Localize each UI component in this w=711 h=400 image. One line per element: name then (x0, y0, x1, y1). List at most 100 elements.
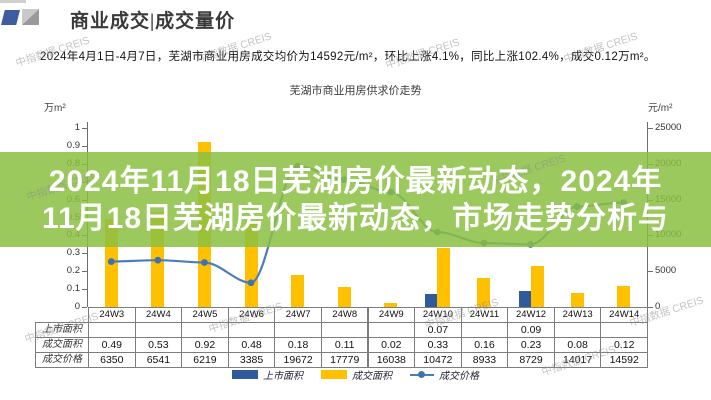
right-axis-tick-label: 25000 (655, 122, 682, 133)
table-cell: 0.02 (367, 337, 416, 353)
legend-swatch-2 (321, 370, 347, 379)
summary-text: 2024年4月1日-4月7日，芜湖市商业用房成交均价为14592元/m²，环比上… (40, 51, 656, 63)
legend-item-1: 上市面积 (232, 367, 303, 382)
table-cell: 10472 (414, 352, 462, 368)
table-cell: 0.92 (181, 337, 229, 353)
sold-area-bar (477, 278, 491, 307)
edge-artifact-strip (0, 0, 26, 3)
table-row-label: 上市面积 (35, 322, 89, 338)
table-row-label: 成交价格 (35, 352, 89, 368)
table-cell: 0.07 (414, 322, 462, 338)
table-cell (274, 322, 322, 338)
right-axis-tick (648, 307, 653, 308)
overlay-line2: 11月18日芜湖房价最新动态，市场走势分析与 (41, 201, 670, 235)
right-axis-unit-label: 元/m² (648, 103, 673, 114)
right-axis-tick (648, 271, 653, 273)
sold-area-bar (384, 303, 398, 307)
table-cell: 16038 (367, 352, 416, 368)
table-cell: 0.53 (134, 337, 183, 353)
legend-label: 成交价格 (439, 371, 479, 382)
table-cell (460, 322, 509, 338)
left-axis-tick (82, 271, 87, 273)
table-cell (181, 322, 229, 338)
legend-swatch-1 (232, 370, 258, 379)
table-cell: 8729 (507, 352, 555, 368)
table-header-cell: 24W13 (553, 307, 602, 323)
sold-area-bar (437, 247, 451, 307)
table-cell: 6219 (181, 352, 229, 368)
listed-area-bar (518, 290, 531, 307)
overlay-line1: 2024年11月18日芜湖房价最新动态，2024年 (48, 164, 663, 198)
table-header-cell: 24W14 (600, 307, 648, 323)
left-axis-tick-label: 0.9 (66, 139, 80, 151)
listed-area-bar (425, 294, 438, 307)
legend-label: 成交面积 (352, 371, 392, 382)
table-cell: 0.16 (460, 337, 509, 353)
chart-title: 芜湖市商业用房供求价走势 (289, 85, 422, 97)
table-header-cell: 24W12 (507, 307, 555, 323)
table-cell: 14592 (600, 352, 648, 368)
table-header-cell: 24W3 (88, 307, 136, 323)
table-cell (134, 322, 183, 338)
table-cell (600, 322, 648, 338)
table-header-cell: 24W10 (414, 307, 462, 323)
table-header-cell: 24W4 (134, 307, 183, 323)
sold-area-bar (337, 287, 351, 307)
left-axis-tick-label: 0.2 (66, 265, 80, 277)
sold-area-bar (291, 274, 305, 307)
left-axis-tick-label: 0 (74, 301, 80, 312)
table-row-label: 成交面积 (35, 337, 89, 353)
left-axis-tick-label: 1 (74, 122, 80, 133)
logo-blue-shape (1, 10, 20, 25)
table-header-cell: 24W9 (367, 307, 416, 323)
table-cell: 6350 (88, 352, 136, 368)
chart-legend: 上市面积 成交面积 成交价格 (0, 367, 711, 382)
table-cell (553, 322, 602, 338)
table-header-cell: 24W11 (460, 307, 509, 323)
table-header-cell: 24W5 (181, 307, 229, 323)
table-cell: 0.49 (88, 337, 136, 353)
table-cell: 17779 (320, 352, 369, 368)
sold-area-bar (617, 285, 631, 307)
table-header-cell: 24W8 (320, 307, 369, 323)
table-cell: 0.33 (414, 337, 462, 353)
overlay-banner-text: 2024年11月18日芜湖房价最新动态，2024年 11月18日芜湖房价最新动态… (0, 154, 711, 245)
table-cell: 0.12 (600, 337, 648, 353)
sold-area-bar (570, 292, 584, 307)
page-title: 商业成交|成交量价 (70, 11, 236, 32)
legend-item-3: 成交价格 (410, 367, 479, 382)
table-cell (367, 322, 416, 338)
left-axis-unit-label: 万m² (44, 103, 66, 114)
table-header-cell: 24W7 (274, 307, 322, 323)
table-cell: 14017 (553, 352, 602, 368)
left-axis-tick (82, 145, 87, 147)
table-cell: 19672 (274, 352, 322, 368)
legend-line-dot (418, 370, 425, 378)
left-axis-tick (82, 289, 87, 291)
legend-label: 上市面积 (263, 371, 303, 382)
table-cell (88, 322, 136, 338)
right-axis-tick-label: 0 (655, 301, 661, 312)
table-cell: 0.23 (507, 337, 555, 353)
left-axis-tick (82, 128, 87, 129)
right-axis-tick (648, 128, 653, 129)
legend-item-2: 成交面积 (321, 367, 392, 382)
table-cell: 8933 (460, 352, 509, 368)
table-cell (227, 322, 276, 338)
table-cell: 0.09 (507, 322, 555, 338)
left-axis-tick-label: 0.1 (66, 283, 80, 295)
table-cell: 0.18 (274, 337, 322, 353)
legend-line-icon (410, 370, 434, 379)
table-cell (320, 322, 369, 338)
left-axis-tick (82, 307, 87, 308)
table-cell: 6541 (134, 352, 183, 368)
left-axis-tick-label: 0.3 (66, 247, 80, 259)
table-cell: 0.08 (553, 337, 602, 353)
right-axis-tick-label: 5000 (655, 265, 677, 277)
sold-area-bar (530, 265, 544, 307)
table-header-cell: 24W6 (227, 307, 276, 323)
left-axis-tick (82, 253, 87, 255)
table-cell: 3385 (227, 352, 276, 368)
table-cell: 0.48 (227, 337, 276, 353)
